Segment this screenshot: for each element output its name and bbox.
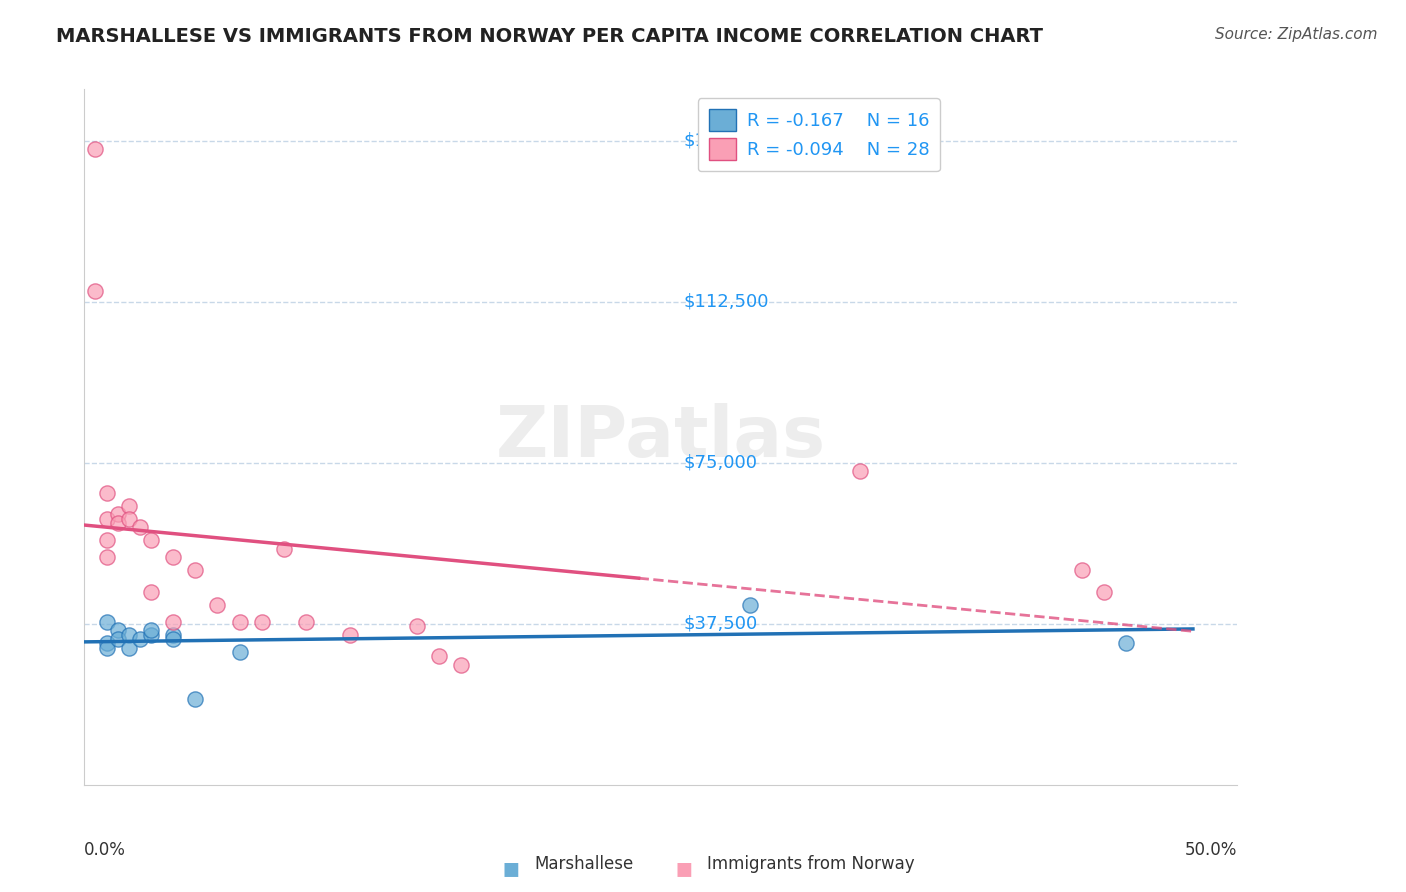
Point [228,615,250,629]
Point [339,627,361,641]
Text: $75,000: $75,000 [683,454,758,472]
Point [96,636,118,650]
Text: Immigrants from Norway: Immigrants from Norway [707,855,914,872]
Point [228,645,250,659]
Point [162,627,184,641]
Point [118,499,141,513]
Point [107,508,129,522]
Point [184,692,207,706]
Point [96,640,118,655]
Point [107,624,129,638]
Point [84,142,107,156]
Point [96,486,118,500]
Point [139,624,162,638]
Text: $150,000: $150,000 [683,132,769,150]
Point [139,584,162,599]
Point [107,516,129,530]
Text: $37,500: $37,500 [683,615,758,633]
Point [273,541,295,556]
Point [207,598,229,612]
Point [96,511,118,525]
Text: ZIPatlas: ZIPatlas [496,402,825,472]
Point [738,598,761,612]
Point [118,627,141,641]
Point [84,284,107,298]
Point [162,550,184,565]
Point [162,615,184,629]
Text: $112,500: $112,500 [683,293,769,310]
Point [128,632,150,646]
Point [406,619,429,633]
Point [128,520,150,534]
Text: 0.0%: 0.0% [84,840,127,859]
Point [96,533,118,548]
Text: Source: ZipAtlas.com: Source: ZipAtlas.com [1215,27,1378,42]
Text: Marshallese: Marshallese [534,855,633,872]
Point [295,615,318,629]
Point [849,465,872,479]
Point [1071,563,1094,577]
Point [1092,584,1115,599]
Point [96,615,118,629]
Point [139,533,162,548]
Point [96,550,118,565]
Point [107,632,129,646]
Point [118,511,141,525]
Point [139,627,162,641]
Text: 50.0%: 50.0% [1185,840,1237,859]
Legend: R = -0.167    N = 16, R = -0.094    N = 28: R = -0.167 N = 16, R = -0.094 N = 28 [697,98,941,171]
Point [450,657,472,672]
Point [1115,636,1137,650]
Point [250,615,273,629]
Text: ▪: ▪ [675,855,693,882]
Point [162,632,184,646]
Text: ▪: ▪ [502,855,520,882]
Point [118,640,141,655]
Text: MARSHALLESE VS IMMIGRANTS FROM NORWAY PER CAPITA INCOME CORRELATION CHART: MARSHALLESE VS IMMIGRANTS FROM NORWAY PE… [56,27,1043,45]
Point [184,563,207,577]
Point [427,649,450,664]
